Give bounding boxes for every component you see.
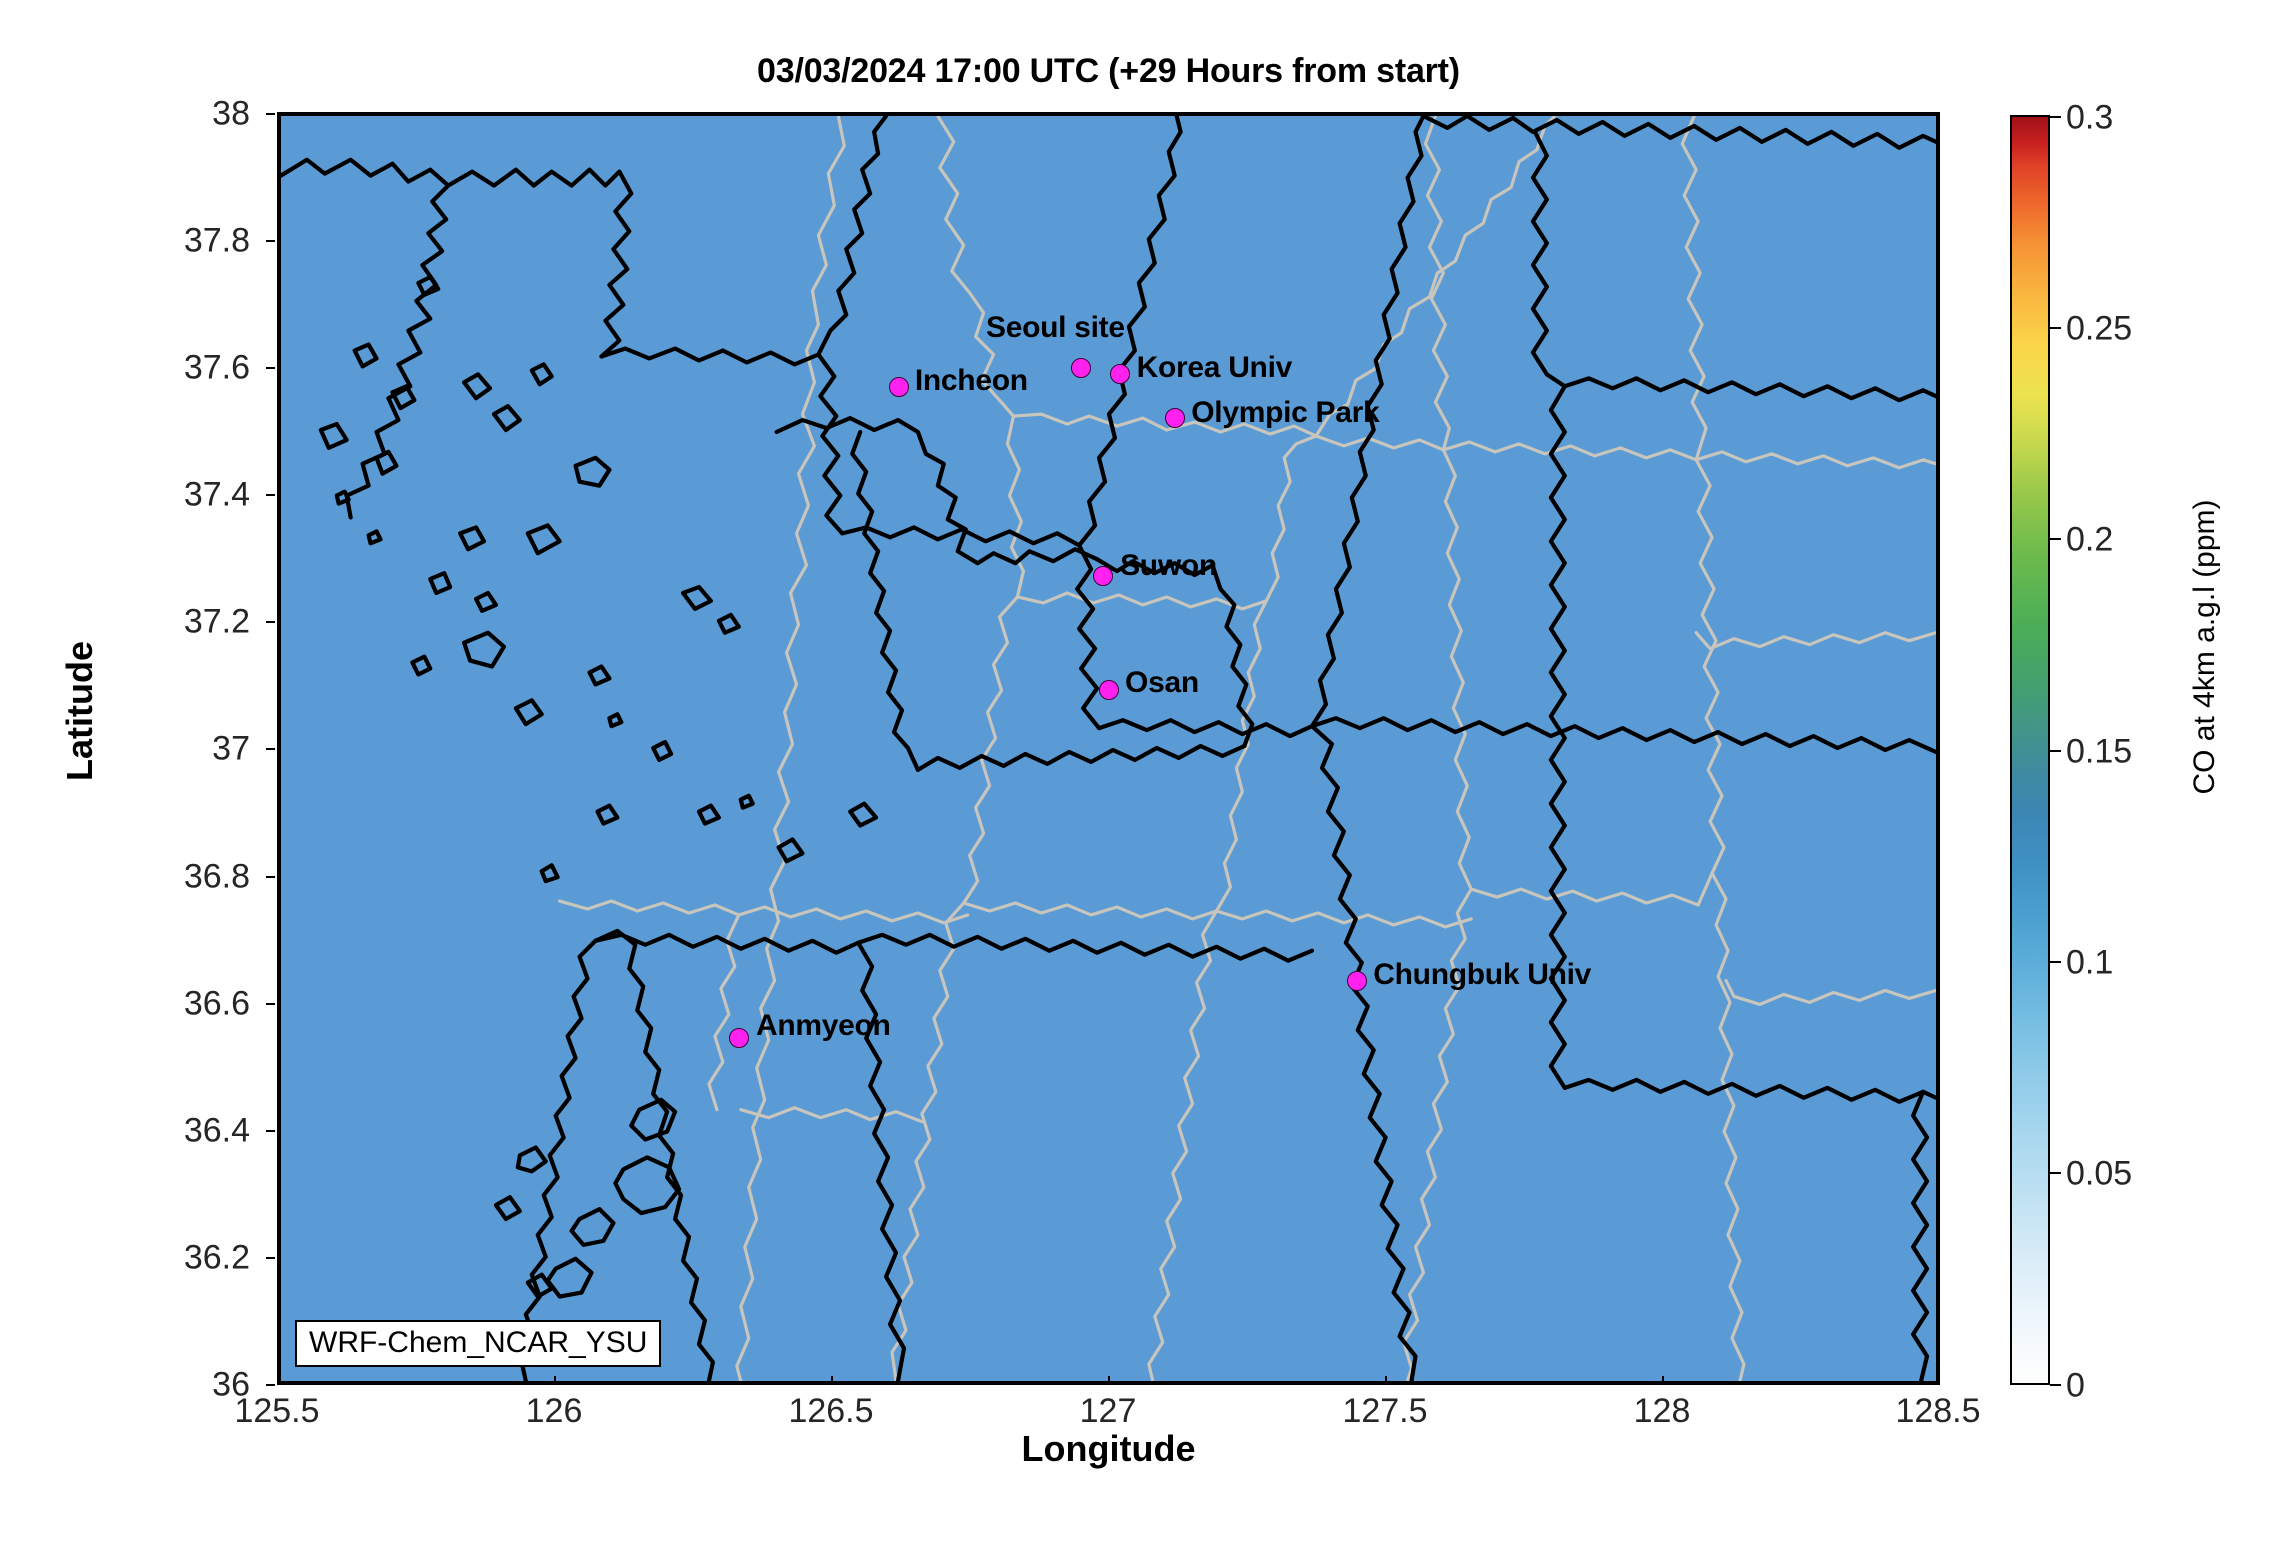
site-marker-anmyeon[interactable] xyxy=(728,1028,749,1049)
xtick-label: 127.5 xyxy=(1342,1392,1428,1430)
ytick-label: 36.6 xyxy=(183,984,250,1023)
site-label-olympic-park: Olympic Park xyxy=(1191,395,1380,429)
colorbar-tick-mark xyxy=(2050,750,2061,752)
y-axis-label: Latitude xyxy=(59,641,100,781)
ytick-mark xyxy=(266,748,275,750)
ytick-label: 37.8 xyxy=(183,221,250,260)
model-annotation-text: WRF-Chem_NCAR_YSU xyxy=(309,1325,648,1359)
site-label-incheon: Incheon xyxy=(914,363,1028,397)
colorbar-tick-label: 0.2 xyxy=(2066,520,2114,559)
ytick-mark xyxy=(266,240,275,242)
ytick-label: 38 xyxy=(212,94,250,133)
xtick-mark xyxy=(1108,1376,1110,1385)
admin-boundaries-layer xyxy=(558,116,1936,1381)
colorbar-tick-mark xyxy=(2050,1384,2061,1386)
xtick-label: 126 xyxy=(525,1392,583,1430)
ytick-label: 36.8 xyxy=(183,857,250,896)
site-label-osan: Osan xyxy=(1125,666,1199,700)
ytick-label: 37.6 xyxy=(183,348,250,387)
colorbar-tick-mark xyxy=(2050,538,2061,540)
ytick-label: 36 xyxy=(212,1365,250,1404)
ytick-mark xyxy=(266,1003,275,1005)
site-marker-korea-univ[interactable] xyxy=(1109,364,1130,385)
ytick-mark xyxy=(266,1130,275,1132)
coastline-layer xyxy=(281,116,1936,1381)
colorbar[interactable] xyxy=(2010,115,2050,1385)
map-geometry xyxy=(281,116,1936,1381)
ytick-mark xyxy=(266,876,275,878)
xtick-mark xyxy=(277,1376,279,1385)
site-marker-incheon[interactable] xyxy=(888,376,909,397)
xtick-label: 126.5 xyxy=(788,1392,874,1430)
ytick-mark xyxy=(266,1384,275,1386)
site-label-korea-univ: Korea Univ xyxy=(1136,351,1293,385)
x-axis-label: Longitude xyxy=(1021,1428,1196,1469)
xtick-mark xyxy=(831,1376,833,1385)
site-label-suwon: Suwon xyxy=(1120,548,1217,582)
ytick-label: 37.4 xyxy=(183,475,250,514)
xtick-mark xyxy=(554,1376,556,1385)
colorbar-tick-label: 0.3 xyxy=(2066,98,2114,137)
page-title: 03/03/2024 17:00 UTC (+29 Hours from sta… xyxy=(757,52,1460,90)
xtick-mark xyxy=(1938,1376,1940,1385)
ytick-mark xyxy=(266,113,275,115)
colorbar-tick-label: 0.25 xyxy=(2066,309,2133,348)
colorbar-tick-mark xyxy=(2050,327,2061,329)
colorbar-tick-label: 0.15 xyxy=(2066,732,2133,771)
map-plot-area[interactable]: Seoul site Incheon Korea Univ Olympic Pa… xyxy=(277,112,1940,1385)
ytick-mark xyxy=(266,494,275,496)
colorbar-tick-label: 0.05 xyxy=(2066,1154,2133,1193)
site-marker-seoul-site[interactable] xyxy=(1070,357,1091,378)
xtick-label: 125.5 xyxy=(234,1392,320,1430)
site-marker-chungbuk-univ[interactable] xyxy=(1346,971,1367,992)
site-label-seoul-site: Seoul site xyxy=(986,310,1125,344)
xtick-label: 128.5 xyxy=(1895,1392,1981,1430)
xtick-label: 127 xyxy=(1079,1392,1137,1430)
ytick-label: 37 xyxy=(212,729,250,768)
ytick-mark xyxy=(266,367,275,369)
model-annotation-box: WRF-Chem_NCAR_YSU xyxy=(295,1319,662,1367)
xtick-mark xyxy=(1385,1376,1387,1385)
colorbar-label: CO at 4km a.g.l (ppm) xyxy=(2188,499,2221,795)
site-label-chungbuk-univ: Chungbuk Univ xyxy=(1373,958,1592,992)
colorbar-tick-mark xyxy=(2050,1172,2061,1174)
site-marker-suwon[interactable] xyxy=(1093,566,1114,587)
ytick-mark xyxy=(266,621,275,623)
colorbar-tick-label: 0 xyxy=(2066,1366,2085,1405)
colorbar-tick-mark xyxy=(2050,961,2061,963)
xtick-mark xyxy=(1662,1376,1664,1385)
ytick-label: 36.4 xyxy=(183,1111,250,1150)
ytick-mark xyxy=(266,1257,275,1259)
colorbar-tick-label: 0.1 xyxy=(2066,943,2114,982)
site-marker-osan[interactable] xyxy=(1098,680,1119,701)
site-label-anmyeon: Anmyeon xyxy=(755,1009,891,1043)
ytick-label: 37.2 xyxy=(183,602,250,641)
ytick-label: 36.2 xyxy=(183,1238,250,1277)
colorbar-tick-mark xyxy=(2050,116,2061,118)
site-marker-olympic-park[interactable] xyxy=(1164,408,1185,429)
xtick-label: 128 xyxy=(1633,1392,1691,1430)
